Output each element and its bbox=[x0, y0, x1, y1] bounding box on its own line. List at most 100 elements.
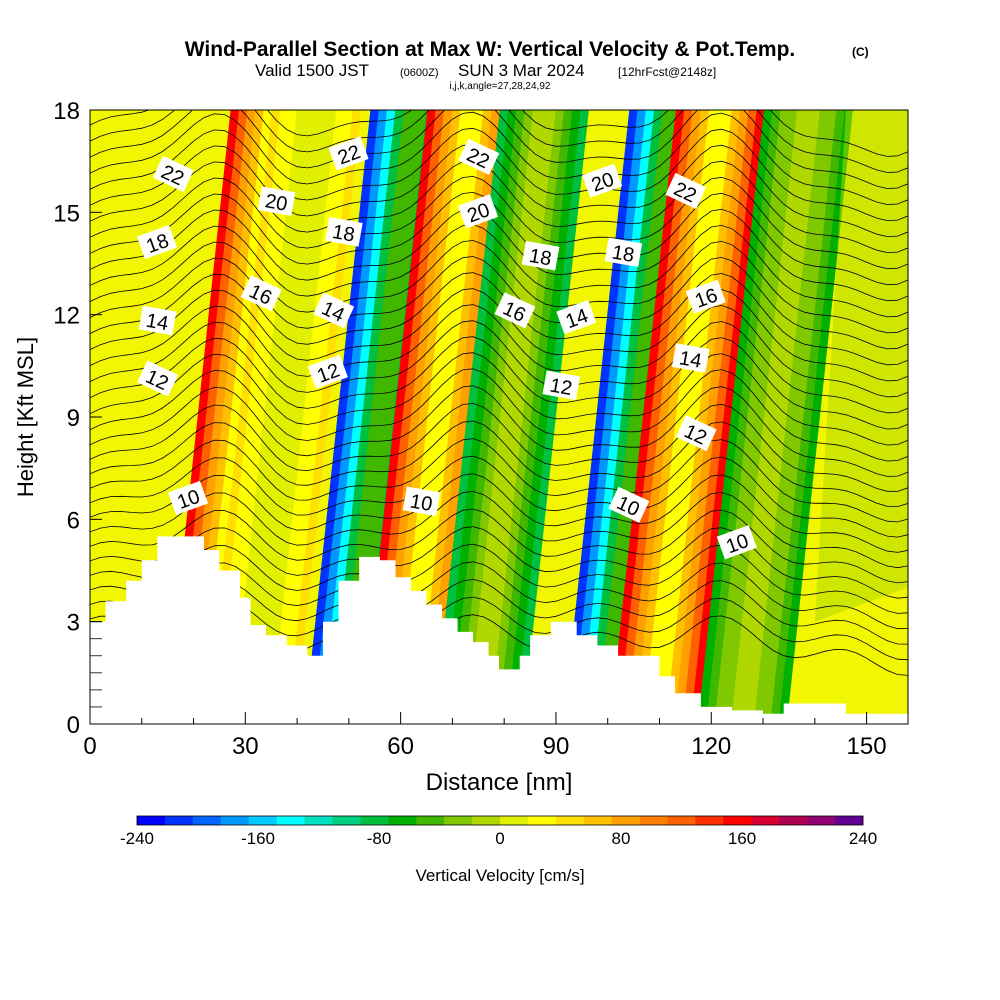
contour-label-text: 18 bbox=[610, 241, 636, 267]
contour-label-box bbox=[313, 292, 355, 329]
contour-label: 10 bbox=[402, 486, 441, 517]
colorbar-swatch bbox=[611, 816, 640, 825]
contour-label-box bbox=[542, 370, 581, 401]
colorbar-swatch bbox=[388, 816, 417, 825]
contour-label-text: 14 bbox=[144, 310, 170, 336]
colorbar-label: Vertical Velocity [cm/s] bbox=[415, 866, 584, 885]
forecast-label: [12hrFcst@2148z] bbox=[618, 65, 716, 79]
colorbar-swatch bbox=[360, 816, 389, 825]
theta-contour bbox=[90, 110, 908, 173]
theta-contour bbox=[90, 420, 908, 508]
contour-label: 20 bbox=[257, 186, 296, 216]
contour-label-box bbox=[521, 240, 560, 271]
x-tick-label: 0 bbox=[83, 733, 96, 760]
theta-contour bbox=[90, 352, 908, 446]
colorbar-swatch bbox=[304, 816, 333, 825]
contour-label-box bbox=[167, 480, 209, 516]
contour-label-box bbox=[325, 217, 363, 247]
theta-contour bbox=[90, 110, 908, 189]
valid-time-prefix: Valid 1500 JST bbox=[255, 61, 369, 80]
x-tick-label: 30 bbox=[232, 733, 259, 760]
colorbar-swatch bbox=[723, 816, 752, 825]
colorbar-swatch bbox=[248, 816, 277, 825]
contour-label: 14 bbox=[138, 305, 177, 336]
theta-contour bbox=[90, 240, 908, 334]
colorbar-swatch bbox=[807, 816, 836, 825]
contour-label-box bbox=[137, 360, 179, 397]
y-tick-label: 15 bbox=[53, 200, 80, 227]
contour-label-box bbox=[604, 237, 643, 268]
theta-contour bbox=[90, 175, 908, 270]
y-tick-label: 18 bbox=[53, 98, 80, 125]
colorbar-swatch bbox=[555, 816, 585, 825]
contour-label-box bbox=[608, 486, 650, 523]
contour-label-box bbox=[582, 163, 623, 198]
valid-time-zulu: (0600Z) bbox=[400, 67, 439, 79]
theta-contour bbox=[90, 336, 908, 430]
theta-contour bbox=[90, 402, 908, 492]
colorbar-swatch bbox=[220, 816, 249, 825]
colorbar-swatch bbox=[164, 816, 194, 825]
contour-label: 16 bbox=[494, 292, 536, 329]
contour-label: 18 bbox=[521, 240, 560, 271]
theta-contour bbox=[90, 110, 908, 157]
colorbar-tick-label: 160 bbox=[728, 829, 756, 848]
contour-label-box bbox=[152, 155, 194, 192]
x-tick-label: 60 bbox=[387, 733, 414, 760]
colorbar-swatch bbox=[695, 816, 724, 825]
colorbar-swatch bbox=[667, 816, 696, 825]
theta-contour bbox=[90, 111, 908, 205]
y-axis: 0 3 6 9 12 15 18 bbox=[53, 98, 102, 739]
contour-label-box bbox=[402, 486, 441, 517]
colorbar-swatch bbox=[332, 816, 361, 825]
contour-label-text: 14 bbox=[678, 347, 704, 373]
contour-label-box bbox=[685, 279, 726, 314]
colorbar-swatch bbox=[192, 816, 222, 825]
colorbar-swatch bbox=[472, 816, 501, 825]
colorbar-tick-label: -240 bbox=[120, 829, 154, 848]
colorbar-swatch bbox=[416, 816, 445, 825]
contour-label: 14 bbox=[313, 292, 355, 329]
theta-contour bbox=[90, 143, 908, 238]
contour-label-text: 18 bbox=[527, 245, 553, 271]
contour-label-box bbox=[716, 525, 757, 560]
colorbar-tick-label: 80 bbox=[612, 829, 631, 848]
contour-label-box bbox=[494, 292, 536, 329]
contour-label: 12 bbox=[542, 370, 581, 401]
x-axis: 0 30 60 90 120 150 bbox=[83, 712, 887, 760]
colorbar-swatch bbox=[500, 816, 529, 825]
copyright-mark: (C) bbox=[852, 45, 869, 59]
contour-label-box bbox=[671, 343, 710, 373]
contour-label-box bbox=[665, 172, 707, 210]
theta-contour bbox=[90, 385, 908, 477]
theta-contour bbox=[90, 561, 908, 630]
x-tick-label: 90 bbox=[543, 733, 570, 760]
colorbar-tick-label: 240 bbox=[849, 829, 877, 848]
contour-label-box bbox=[458, 138, 500, 175]
contour-label: 16 bbox=[685, 279, 726, 314]
colorbar: -240 -160 -80 0 80 160 240 bbox=[120, 815, 877, 848]
theta-contour bbox=[90, 304, 908, 398]
theta-contour bbox=[90, 224, 908, 318]
contour-label-box bbox=[136, 225, 178, 260]
colorbar-frame bbox=[136, 815, 864, 826]
y-tick-label: 6 bbox=[67, 507, 80, 534]
contour-label-text: 20 bbox=[263, 190, 289, 216]
theta-contour bbox=[90, 473, 908, 553]
theta-contour bbox=[90, 543, 908, 614]
theta-contour bbox=[90, 256, 908, 350]
theta-contour bbox=[90, 508, 908, 584]
theta-contour bbox=[90, 127, 908, 222]
colorbar-swatch bbox=[639, 816, 668, 825]
x-tick-label: 150 bbox=[847, 733, 887, 760]
y-tick-label: 12 bbox=[53, 303, 80, 330]
contour-label-box bbox=[240, 275, 282, 312]
colorbar-swatch bbox=[137, 816, 166, 825]
theta-contour bbox=[90, 526, 908, 599]
contour-label-box bbox=[138, 305, 177, 336]
colorbar-swatch bbox=[779, 816, 808, 825]
contour-label: 20 bbox=[582, 163, 623, 198]
contour-label-box bbox=[307, 354, 348, 389]
colorbar-tick-label: -160 bbox=[241, 829, 275, 848]
